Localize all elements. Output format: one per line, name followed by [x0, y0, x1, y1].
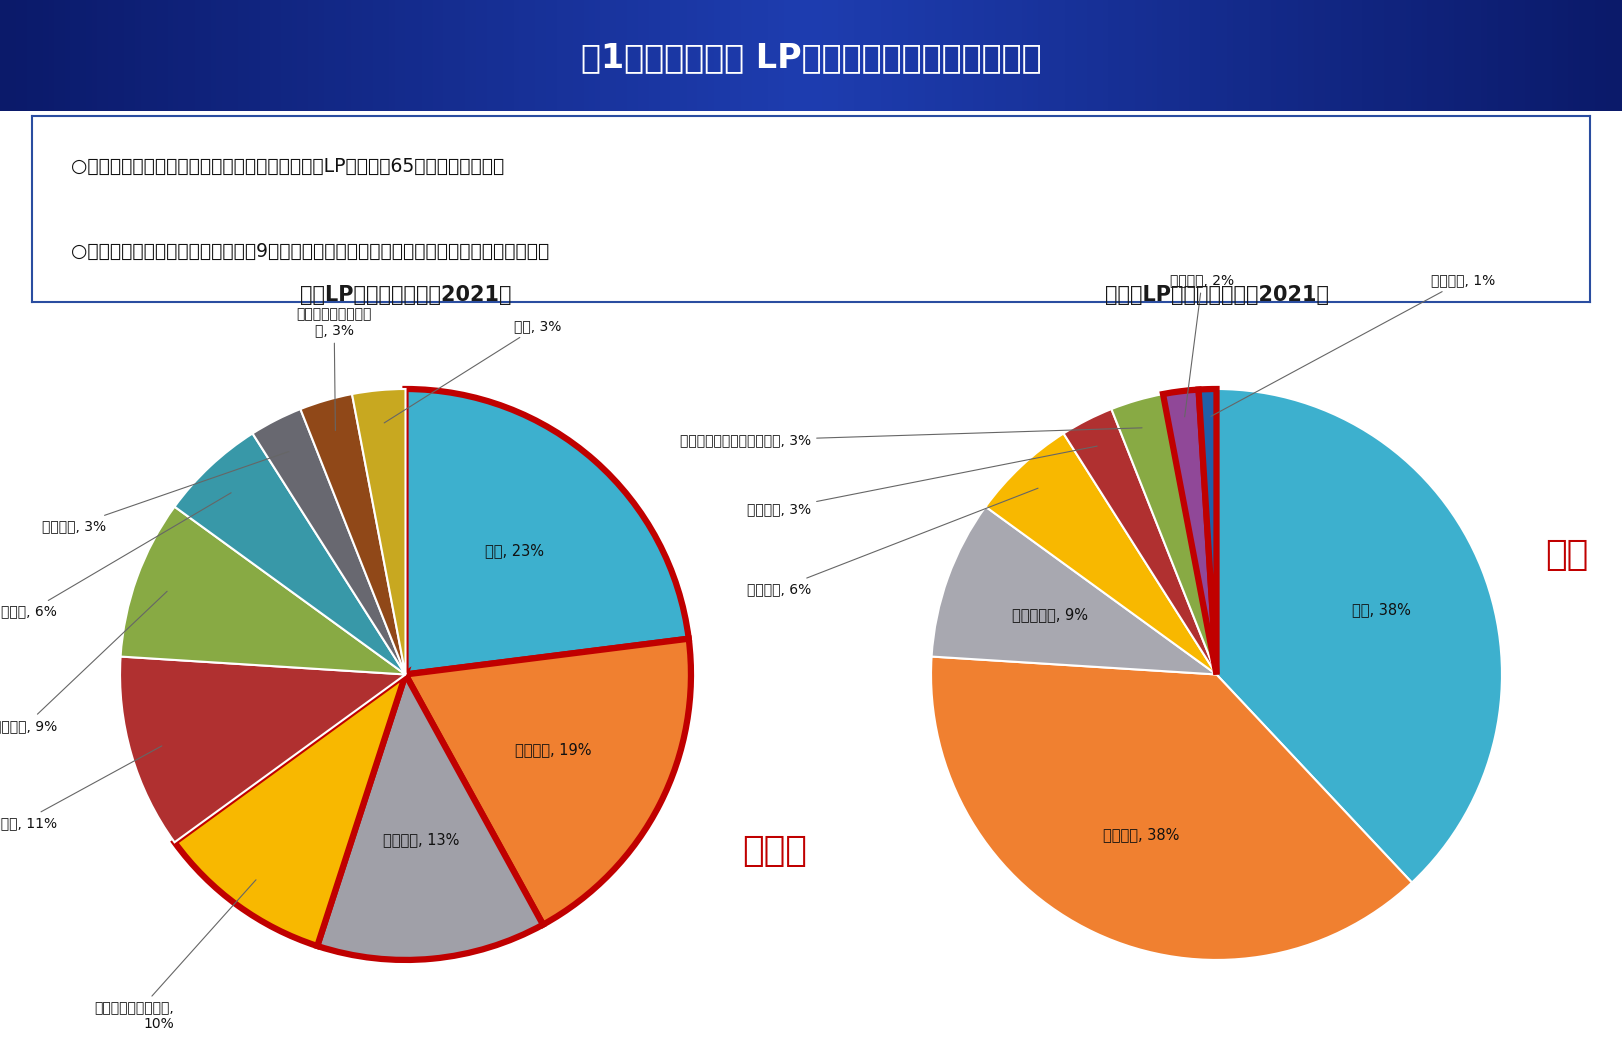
Text: 大学エンダウメント,
10%: 大学エンダウメント, 10% — [94, 880, 256, 1032]
Text: 公的年金, 1%: 公的年金, 1% — [1212, 274, 1495, 417]
Text: ６５％: ６５％ — [743, 835, 808, 869]
Text: ○　日本では事業会社、金融機関が9割以上を占めており、機関投資家の割合はごくわずか。: ○ 日本では事業会社、金融機関が9割以上を占めており、機関投資家の割合はごくわず… — [71, 242, 550, 261]
Wedge shape — [931, 657, 1411, 960]
Text: 公的年金, 13%: 公的年金, 13% — [383, 832, 459, 846]
Wedge shape — [300, 394, 406, 675]
Text: 保険会社, 9%: 保険会社, 9% — [0, 591, 167, 733]
Wedge shape — [986, 434, 1216, 675]
Wedge shape — [406, 389, 689, 675]
Text: その他, 6%: その他, 6% — [2, 493, 232, 619]
Text: 企業年金, 2%: 企業年金, 2% — [1169, 274, 1234, 417]
Text: ６％: ６％ — [1544, 537, 1588, 571]
Wedge shape — [406, 639, 691, 925]
Wedge shape — [1199, 389, 1216, 675]
Text: 投資銀行等, 9%: 投資銀行等, 9% — [1012, 607, 1088, 622]
Wedge shape — [120, 657, 406, 842]
Text: 財団, 23%: 財団, 23% — [485, 543, 545, 558]
Text: 政府機関, 3%: 政府機関, 3% — [748, 446, 1096, 516]
Wedge shape — [253, 409, 406, 675]
Wedge shape — [175, 434, 406, 675]
Wedge shape — [1111, 394, 1216, 675]
Text: ファミリー・オフィ
ス, 3%: ファミリー・オフィ ス, 3% — [297, 308, 371, 431]
Wedge shape — [1064, 409, 1216, 675]
Wedge shape — [175, 675, 406, 946]
Text: 銀行, 3%: 銀行, 3% — [384, 320, 561, 423]
Text: 政府機関, 3%: 政府機関, 3% — [42, 452, 289, 533]
Wedge shape — [318, 675, 543, 960]
Text: 事業会社, 38%: 事業会社, 38% — [1103, 827, 1179, 842]
Text: 銀行, 38%: 銀行, 38% — [1351, 602, 1411, 617]
Wedge shape — [1163, 389, 1216, 675]
Title: 米国LP出資者の構成（2021）: 米国LP出資者の構成（2021） — [300, 285, 511, 305]
Wedge shape — [931, 507, 1216, 675]
Text: 財団、大学エンダウメント, 3%: 財団、大学エンダウメント, 3% — [680, 427, 1142, 448]
Text: 企業年金, 19%: 企業年金, 19% — [514, 742, 592, 758]
Wedge shape — [1216, 389, 1502, 882]
Text: （1）成長資金： LP出資者の構成（日米比較）: （1）成長資金： LP出資者の構成（日米比較） — [581, 41, 1041, 74]
Text: ○　米国では大学・財団エンダウメント、年金がLP出資者の65％以上を占める。: ○ 米国では大学・財団エンダウメント、年金がLP出資者の65％以上を占める。 — [71, 157, 504, 176]
Title: 日本のLP出資者の構成（2021）: 日本のLP出資者の構成（2021） — [1105, 285, 1328, 305]
Wedge shape — [120, 507, 406, 675]
Wedge shape — [352, 389, 406, 675]
Text: 事業会社, 11%: 事業会社, 11% — [0, 746, 162, 829]
Text: 保険会社, 6%: 保険会社, 6% — [746, 488, 1038, 596]
